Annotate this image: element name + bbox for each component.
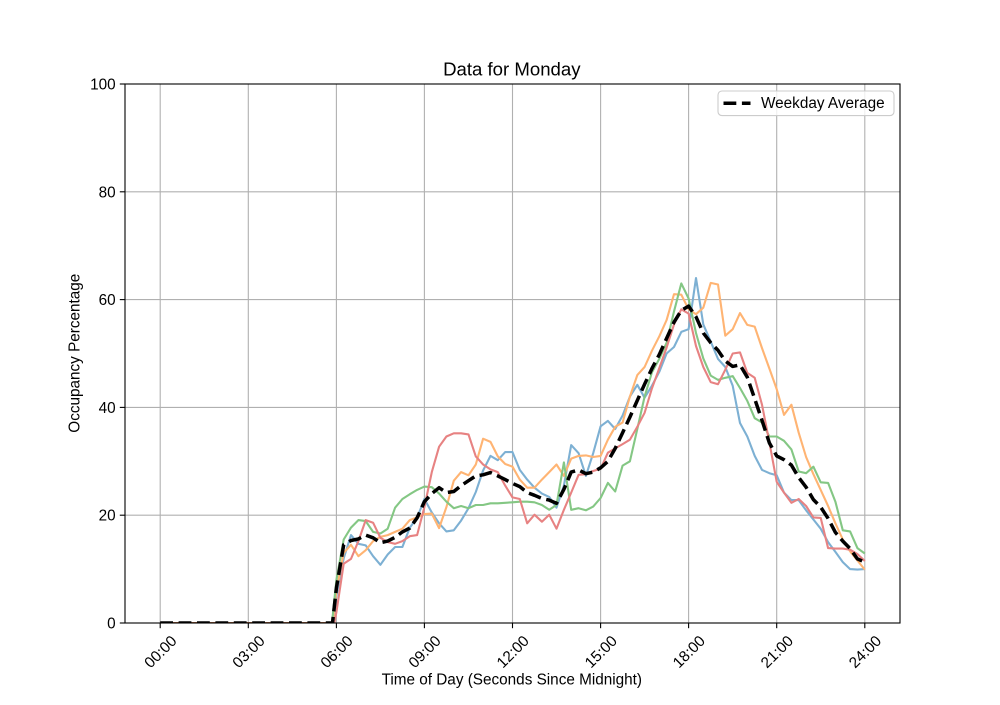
svg-text:Occupancy Percentage: Occupancy Percentage xyxy=(67,274,84,433)
svg-text:0: 0 xyxy=(107,616,116,633)
svg-text:100: 100 xyxy=(90,77,116,94)
svg-text:Time of Day (Seconds Since Mid: Time of Day (Seconds Since Midnight) xyxy=(382,672,642,689)
svg-text:20: 20 xyxy=(99,508,116,525)
svg-text:80: 80 xyxy=(99,184,116,201)
svg-text:Weekday Average: Weekday Average xyxy=(761,95,885,112)
svg-text:40: 40 xyxy=(99,400,116,417)
svg-text:Data for Monday: Data for Monday xyxy=(443,59,581,80)
svg-text:60: 60 xyxy=(99,292,116,309)
